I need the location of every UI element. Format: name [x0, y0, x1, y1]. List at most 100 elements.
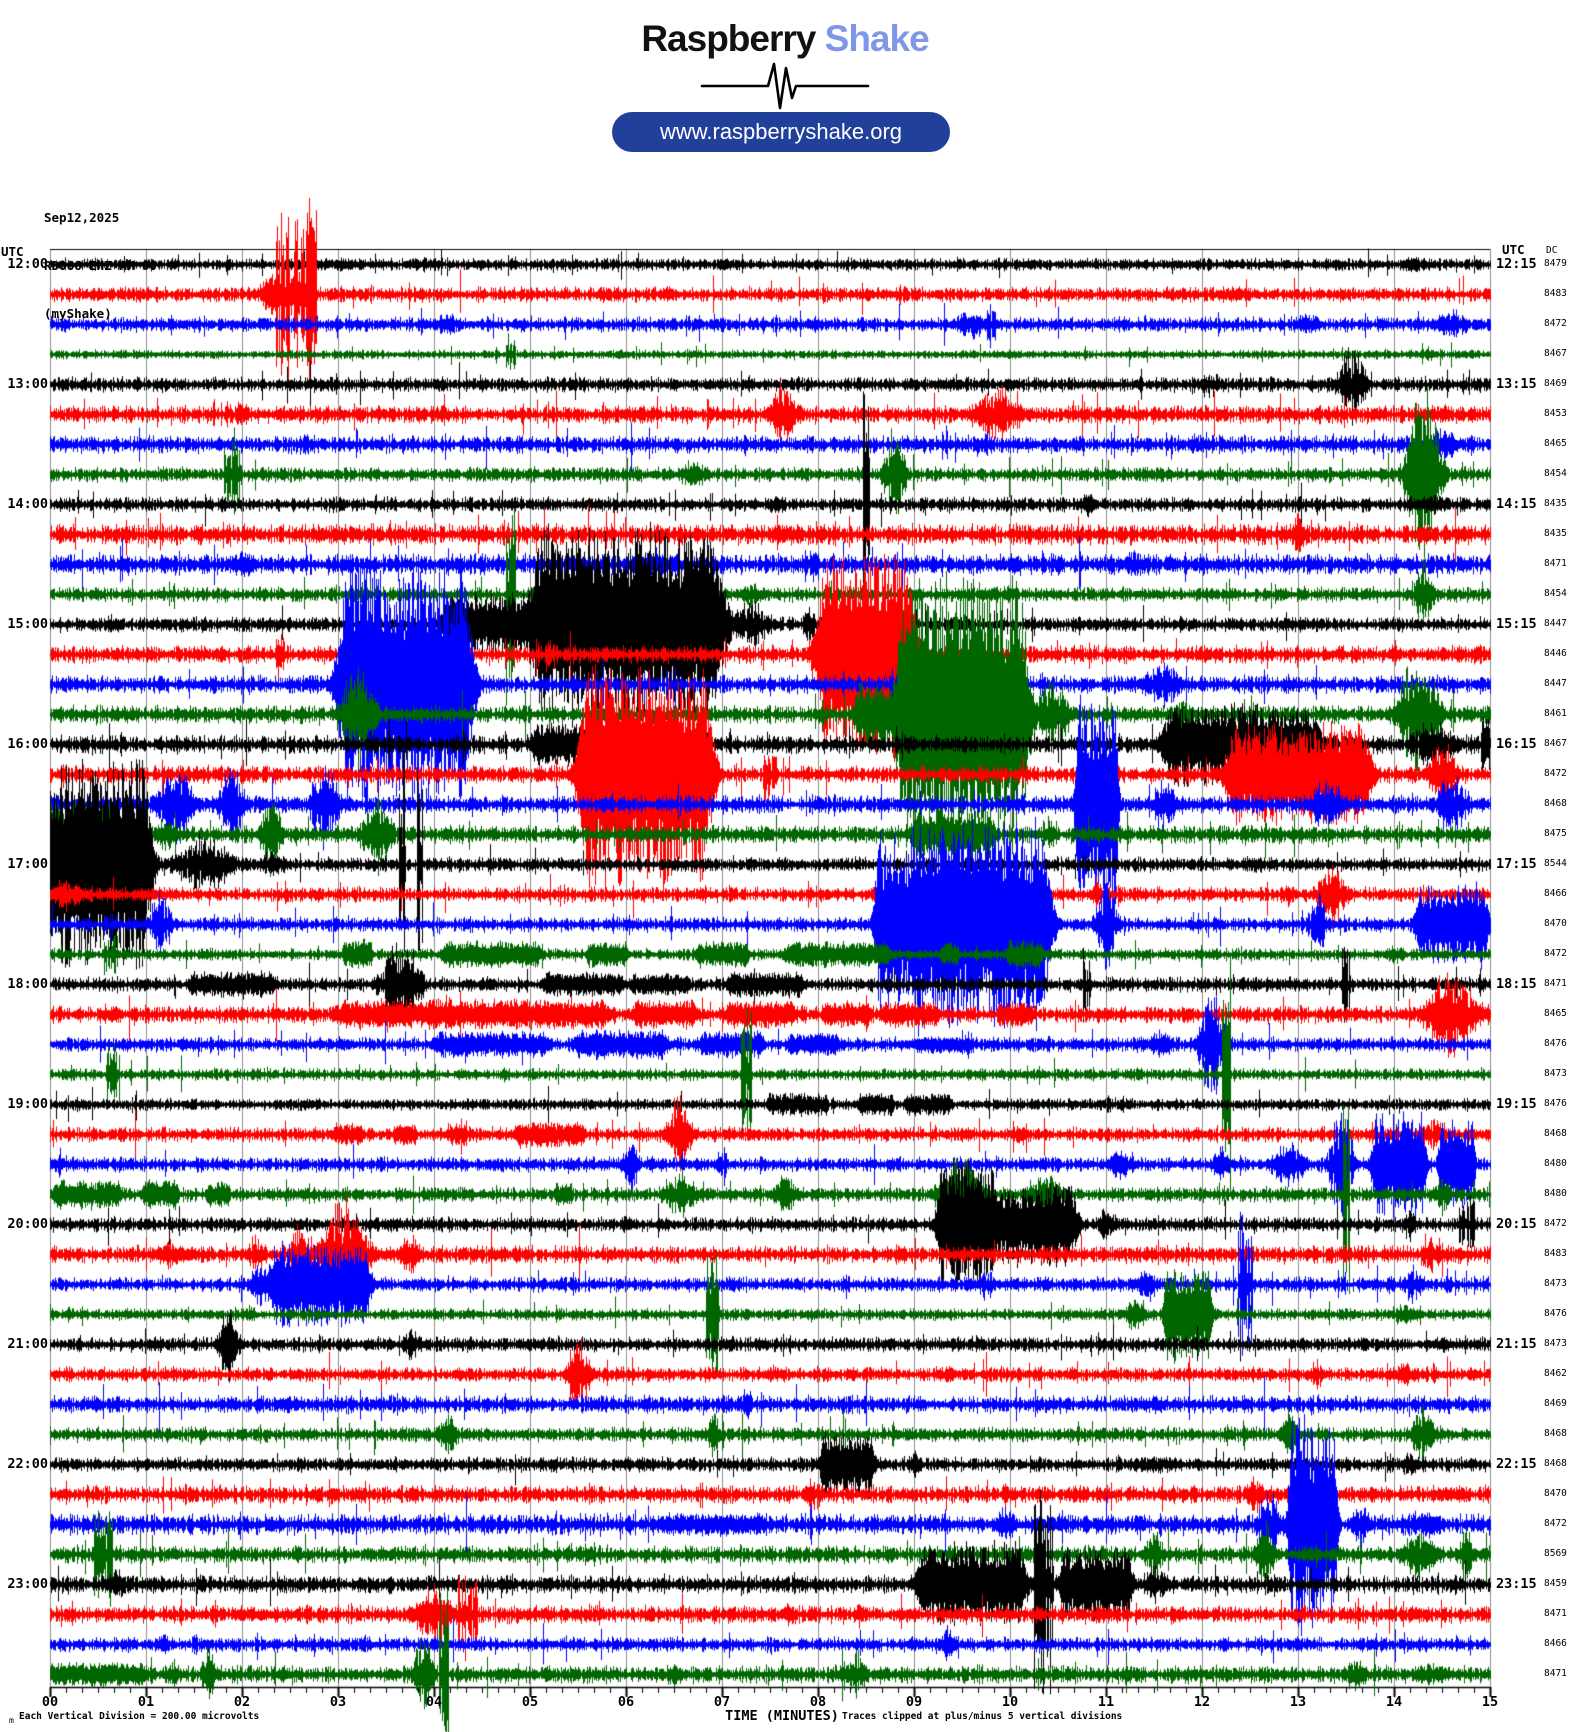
dc-value: 8472 — [1544, 318, 1567, 329]
station-network: (myShake) — [44, 306, 112, 321]
left-time-label: 18:00 — [7, 976, 48, 992]
dc-value: 8462 — [1544, 1368, 1567, 1379]
dc-value: 8569 — [1544, 1548, 1567, 1559]
dc-value: 8480 — [1544, 1158, 1567, 1169]
dc-value: 8468 — [1544, 1428, 1567, 1439]
dc-value: 8469 — [1544, 1398, 1567, 1409]
left-time-label: 17:00 — [7, 856, 48, 872]
x-tick-label: 01 — [137, 1694, 155, 1710]
website-link[interactable]: www.raspberryshake.org — [612, 112, 950, 152]
footer-artifact: m — [9, 1716, 14, 1725]
right-time-label: 19:15 — [1496, 1096, 1537, 1112]
right-time-label: 21:15 — [1496, 1336, 1537, 1352]
dc-value: 8472 — [1544, 1218, 1567, 1229]
dc-value: 8483 — [1544, 1248, 1567, 1259]
left-time-label: 16:00 — [7, 736, 48, 752]
clip-note: Traces clipped at plus/minus 5 vertical … — [842, 1711, 1123, 1722]
dc-value: 8476 — [1544, 1098, 1567, 1109]
dc-value: 8472 — [1544, 948, 1567, 959]
dc-value: 8454 — [1544, 588, 1567, 599]
right-time-label: 22:15 — [1496, 1456, 1537, 1472]
x-axis-title: TIME (MINUTES) — [725, 1708, 839, 1724]
dc-value: 8468 — [1544, 798, 1567, 809]
right-time-label: 17:15 — [1496, 856, 1537, 872]
dc-value: 8435 — [1544, 498, 1567, 509]
dc-value: 8447 — [1544, 678, 1567, 689]
dc-value: 8471 — [1544, 558, 1567, 569]
logo-raspberry: Raspberry — [641, 18, 816, 59]
dc-value: 8453 — [1544, 408, 1567, 419]
dc-value: 8479 — [1544, 258, 1567, 269]
dc-value: 8466 — [1544, 888, 1567, 899]
dc-value: 8480 — [1544, 1188, 1567, 1199]
seismic-wave-icon — [700, 62, 870, 110]
x-tick-label: 13 — [1289, 1694, 1307, 1710]
dc-value: 8476 — [1544, 1038, 1567, 1049]
x-tick-label: 07 — [713, 1694, 731, 1710]
x-tick-label: 15 — [1481, 1694, 1499, 1710]
dc-value: 8483 — [1544, 288, 1567, 299]
x-tick-label: 08 — [809, 1694, 827, 1710]
dc-value: 8469 — [1544, 378, 1567, 389]
right-time-label: 12:15 — [1496, 256, 1537, 272]
right-time-label: 15:15 — [1496, 616, 1537, 632]
dc-value: 8473 — [1544, 1338, 1567, 1349]
left-time-label: 14:00 — [7, 496, 48, 512]
dc-value: 8468 — [1544, 1458, 1567, 1469]
dc-value: 8459 — [1544, 1578, 1567, 1589]
dc-value: 8446 — [1544, 648, 1567, 659]
right-time-label: 14:15 — [1496, 496, 1537, 512]
vertical-scale-note: Each Vertical Division = 200.00 microvol… — [19, 1711, 260, 1722]
x-tick-label: 14 — [1385, 1694, 1403, 1710]
left-time-label: 19:00 — [7, 1096, 48, 1112]
dc-value: 8471 — [1544, 1668, 1567, 1679]
right-time-label: 23:15 — [1496, 1576, 1537, 1592]
x-tick-label: 10 — [1001, 1694, 1019, 1710]
left-time-label: 21:00 — [7, 1336, 48, 1352]
right-time-label: 13:15 — [1496, 376, 1537, 392]
x-tick-label: 04 — [425, 1694, 443, 1710]
logo: Raspberry Shake — [0, 18, 1570, 60]
dc-value: 8475 — [1544, 828, 1567, 839]
dc-value: 8470 — [1544, 1488, 1567, 1499]
x-tick-label: 06 — [617, 1694, 635, 1710]
right-time-label: 20:15 — [1496, 1216, 1537, 1232]
right-time-label: 16:15 — [1496, 736, 1537, 752]
left-time-label: 13:00 — [7, 376, 48, 392]
x-tick-label: 02 — [233, 1694, 251, 1710]
x-tick-label: 11 — [1097, 1694, 1115, 1710]
station-date: Sep12,2025 — [44, 210, 120, 225]
left-time-label: 22:00 — [7, 1456, 48, 1472]
dc-value: 8473 — [1544, 1278, 1567, 1289]
dc-value: 8544 — [1544, 858, 1567, 869]
dc-value: 8467 — [1544, 738, 1567, 749]
station-info: Sep12,2025 RD066 EHZ AM 00 (myShake) — [44, 178, 157, 354]
dc-value: 8468 — [1544, 1128, 1567, 1139]
utc-label-left: UTC — [1, 244, 24, 259]
dc-value: 8471 — [1544, 1608, 1567, 1619]
station-id: RD066 EHZ AM 00 — [44, 258, 157, 273]
dc-value: 8466 — [1544, 1638, 1567, 1649]
dc-value: 8471 — [1544, 978, 1567, 989]
utc-label-right: UTC — [1502, 242, 1525, 257]
dc-value: 8476 — [1544, 1308, 1567, 1319]
x-tick-label: 12 — [1193, 1694, 1211, 1710]
x-tick-label: 09 — [905, 1694, 923, 1710]
left-time-label: 12:00 — [7, 256, 48, 272]
dc-value: 8465 — [1544, 1008, 1567, 1019]
dc-value: 8470 — [1544, 918, 1567, 929]
dc-value: 8454 — [1544, 468, 1567, 479]
dc-value: 8461 — [1544, 708, 1567, 719]
x-tick-label: 00 — [41, 1694, 59, 1710]
left-time-label: 20:00 — [7, 1216, 48, 1232]
left-time-label: 23:00 — [7, 1576, 48, 1592]
x-tick-label: 03 — [329, 1694, 347, 1710]
dc-column-header: DC — [1546, 245, 1558, 256]
dc-value: 8472 — [1544, 1518, 1567, 1529]
dc-value: 8465 — [1544, 438, 1567, 449]
dc-value: 8472 — [1544, 768, 1567, 779]
x-tick-label: 05 — [521, 1694, 539, 1710]
dc-value: 8473 — [1544, 1068, 1567, 1079]
